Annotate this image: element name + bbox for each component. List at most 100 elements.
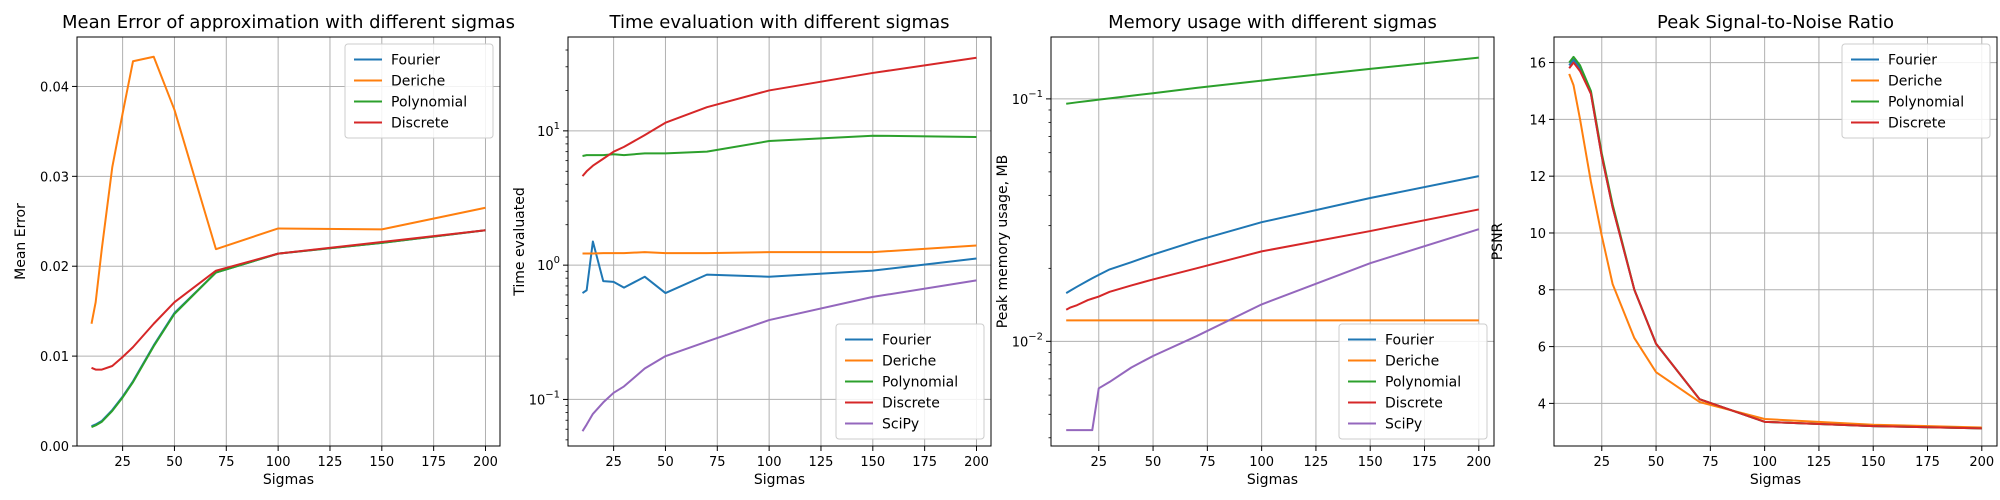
legend: Fourier Deriche Polynomial Discrete SciPy [835, 323, 985, 440]
chart-panel-1: 25 50 75 100 125 150 175 200 0.00 0.01 0.02 0.03 0.0… [13, 12, 515, 488]
y-tick-label: 10 [1529, 227, 1546, 242]
x-tick-label: 175 [1412, 455, 1437, 470]
series-line-fourier [1065, 175, 1479, 295]
legend-label: Discrete [1385, 396, 1443, 412]
series-line-deriche [1568, 73, 1982, 429]
x-tick-label: 150 [1358, 455, 1383, 470]
plot-frame [1050, 36, 1495, 447]
legend-box [344, 43, 494, 139]
x-tick-label: 150 [369, 455, 394, 470]
legend-label: Deriche [1385, 354, 1439, 370]
x-tick-label: 50 [1145, 455, 1162, 470]
y-tick-label: 14 [1529, 113, 1546, 128]
x-tick-label: 175 [912, 455, 937, 470]
x-tick-label: 150 [860, 455, 885, 470]
y-tick-label: 0.02 [40, 260, 69, 275]
x-tick-label: 100 [1249, 455, 1274, 470]
chart-title: Time evaluation with different sigmas [609, 12, 950, 33]
x-tick-label: 200 [473, 455, 498, 470]
x-tick-label: 125 [809, 455, 834, 470]
legend-label: Discrete [1888, 116, 1946, 132]
x-tick-label: 125 [318, 455, 343, 470]
plot-frame [1553, 36, 1998, 447]
y-tick-label: 12 [1529, 170, 1546, 185]
y-tick-label: 0.01 [40, 350, 69, 365]
x-tick-label: 25 [1091, 455, 1108, 470]
x-tick-label: 100 [757, 455, 782, 470]
y-tick-label: 100 [537, 255, 560, 274]
legend: Fourier Deriche Polynomial Discrete SciPy [1338, 323, 1488, 440]
legend-box [835, 323, 985, 440]
legend-label: Fourier [1888, 53, 1937, 69]
series-line-scipy [581, 279, 977, 432]
legend-label: SciPy [882, 417, 919, 433]
x-tick-label: 125 [1304, 455, 1329, 470]
chart-panel-2: 25 50 75 100 125 150 175 200 10−1 100 101 Time eval… [512, 12, 992, 488]
y-tick-label: 4 [1538, 397, 1546, 412]
x-tick-label: 75 [1702, 455, 1719, 470]
legend-label: Deriche [391, 74, 445, 90]
legend: Fourier Deriche Polynomial Discrete [344, 43, 494, 139]
x-tick-label: 150 [1861, 455, 1886, 470]
legend-label: Discrete [391, 116, 449, 132]
y-tick-label: 16 [1529, 57, 1546, 72]
legend-label: Fourier [882, 333, 931, 349]
y-axis-label: Time evaluated [512, 187, 528, 297]
x-tick-label: 125 [1807, 455, 1832, 470]
y-tick-label: 10−1 [529, 389, 560, 408]
series-line-deriche [582, 244, 977, 255]
x-tick-label: 100 [266, 455, 291, 470]
x-tick-label: 50 [166, 455, 183, 470]
x-tick-label: 75 [709, 455, 726, 470]
chart-panel-3: 25 50 75 100 125 150 175 200 10−2 10−1 Memory usag… [995, 12, 1495, 488]
x-tick-label: 100 [1752, 455, 1777, 470]
x-axis-label: Sigmas [1247, 472, 1298, 488]
series-line-discrete [581, 56, 977, 177]
plot-frame [76, 36, 501, 447]
legend-label: Discrete [882, 396, 940, 412]
x-tick-label: 25 [605, 455, 622, 470]
x-tick-label: 175 [421, 455, 446, 470]
series-line-fourier [581, 240, 977, 295]
y-tick-label: 10−2 [1012, 331, 1043, 350]
x-tick-label: 50 [1648, 455, 1665, 470]
plot-frame [567, 36, 992, 447]
x-axis-label: Sigmas [1750, 472, 1801, 488]
chart-title: Memory usage with different sigmas [1108, 12, 1437, 33]
y-tick-label: 8 [1538, 284, 1546, 299]
y-axis-label: Mean Error [13, 203, 29, 280]
x-tick-label: 75 [218, 455, 235, 470]
y-tick-label: 0.00 [40, 440, 69, 455]
y-tick-label: 0.03 [40, 170, 69, 185]
x-tick-label: 75 [1199, 455, 1216, 470]
series-line-discrete [91, 229, 486, 371]
y-axis-label: Peak memory usage, MB [995, 155, 1011, 328]
legend-box [1338, 323, 1488, 440]
series-line-discrete [1568, 61, 1982, 430]
y-tick-label: 10−1 [1012, 89, 1043, 108]
legend-label: Polynomial [391, 95, 467, 111]
legend-label: Deriche [1888, 74, 1942, 90]
x-tick-label: 50 [657, 455, 674, 470]
series-line-discrete [1065, 208, 1479, 311]
y-tick-label: 0.04 [40, 80, 69, 95]
legend-label: Polynomial [1385, 375, 1461, 391]
y-tick-label: 6 [1538, 341, 1546, 356]
x-tick-label: 200 [1466, 455, 1491, 470]
chart-title: Peak Signal-to-Noise Ratio [1657, 12, 1894, 33]
x-tick-label: 200 [964, 455, 989, 470]
legend-label: Fourier [391, 53, 440, 69]
x-tick-label: 25 [1594, 455, 1611, 470]
y-axis-label: PSNR [1490, 222, 1506, 260]
legend-label: Polynomial [1888, 95, 1964, 111]
series-line-deriche [90, 55, 486, 324]
legend-label: SciPy [1385, 417, 1422, 433]
y-tick-label: 101 [537, 121, 560, 140]
legend-box [1841, 43, 1991, 139]
legend-label: Deriche [882, 354, 936, 370]
x-tick-label: 200 [1969, 455, 1994, 470]
legend-label: Fourier [1385, 333, 1434, 349]
series-line-polynomial [582, 134, 977, 157]
legend: Fourier Deriche Polynomial Discrete [1841, 43, 1991, 139]
